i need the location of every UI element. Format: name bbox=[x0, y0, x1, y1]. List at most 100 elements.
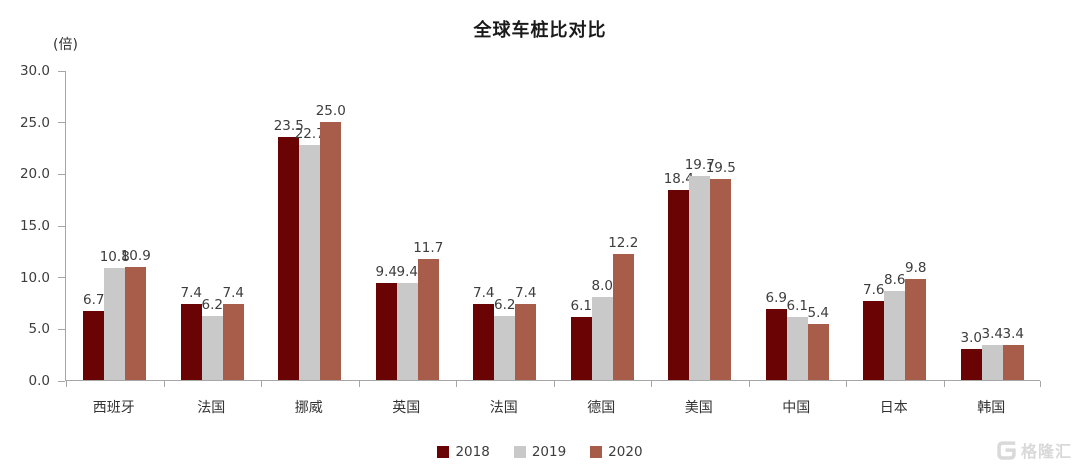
legend-label-2020: 2020 bbox=[608, 444, 643, 460]
x-axis-tick bbox=[1040, 381, 1041, 387]
bar-value-label: 6.1 bbox=[570, 297, 592, 314]
bar-value-label: 22.7 bbox=[294, 126, 325, 143]
bar-2019-c9 bbox=[981, 344, 1003, 380]
y-axis-tick-label: 20.0 bbox=[19, 166, 50, 183]
x-axis-category-label: 英国 bbox=[392, 400, 421, 416]
y-axis-tick-label: 5.0 bbox=[28, 321, 50, 338]
bar-2020-c5 bbox=[612, 253, 634, 380]
y-axis-tick bbox=[58, 380, 65, 382]
legend-label-2018: 2018 bbox=[455, 444, 490, 460]
bar-value-label: 10.8 bbox=[99, 249, 130, 266]
bar-value-label: 8.0 bbox=[591, 278, 613, 295]
x-axis-category-label: 西班牙 bbox=[92, 400, 135, 416]
bar-2018-c7 bbox=[765, 308, 787, 380]
bar-value-label: 19.7 bbox=[684, 157, 715, 174]
y-axis-tick bbox=[58, 225, 65, 227]
bar-value-label: 9.4 bbox=[375, 263, 397, 280]
bar-2020-c0 bbox=[125, 267, 147, 380]
legend-item-2020: 2020 bbox=[590, 444, 643, 460]
bar-2019-c7 bbox=[786, 316, 808, 380]
bar-2019-c8 bbox=[884, 291, 906, 380]
y-axis-tick bbox=[58, 328, 65, 330]
bar-2019-c4 bbox=[494, 315, 516, 380]
watermark: 格隆汇 bbox=[996, 438, 1072, 462]
y-axis-unit-label: (倍) bbox=[53, 37, 78, 53]
y-axis-tick bbox=[58, 122, 65, 124]
bar-2019-c2 bbox=[299, 145, 321, 380]
legend: 2018 2019 2020 bbox=[0, 444, 1080, 460]
bar-2020-c6 bbox=[710, 178, 732, 380]
y-axis-tick bbox=[58, 70, 65, 72]
bar-value-label: 6.1 bbox=[786, 297, 808, 314]
bar-2018-c0 bbox=[83, 310, 105, 380]
legend-swatch-2018 bbox=[437, 446, 450, 458]
bar-value-label: 11.7 bbox=[413, 240, 444, 257]
x-axis-tick bbox=[651, 381, 652, 387]
bar-2020-c3 bbox=[417, 259, 439, 380]
x-axis-category-label: 挪威 bbox=[294, 400, 323, 416]
bar-value-label: 3.4 bbox=[981, 325, 1003, 342]
bar-2018-c5 bbox=[570, 316, 592, 380]
bar-2018-c9 bbox=[960, 349, 982, 380]
y-axis-tick bbox=[58, 173, 65, 175]
legend-item-2018: 2018 bbox=[437, 444, 490, 460]
x-axis-tick bbox=[943, 381, 945, 387]
bar-value-label: 10.9 bbox=[120, 248, 151, 265]
bar-value-label: 6.2 bbox=[201, 296, 223, 313]
x-axis-category-label: 中国 bbox=[782, 400, 811, 416]
bar-value-label: 12.2 bbox=[608, 234, 639, 251]
bar-2019-c6 bbox=[689, 176, 711, 380]
x-axis-tick bbox=[358, 381, 360, 387]
bar-2019-c1 bbox=[201, 315, 223, 380]
legend-swatch-2020 bbox=[590, 446, 603, 458]
bar-value-label: 7.4 bbox=[473, 284, 495, 301]
bar-2019-c0 bbox=[104, 268, 126, 380]
bar-value-label: 18.4 bbox=[663, 170, 694, 187]
x-axis-labels: 西班牙 法国 挪威 英国 法国 德国 美国 中国 日本 韩国 bbox=[65, 397, 1040, 417]
x-axis-tick bbox=[553, 381, 555, 387]
bar-value-label: 9.8 bbox=[905, 259, 927, 276]
x-axis-category-label: 韩国 bbox=[977, 400, 1006, 416]
x-axis-tick bbox=[261, 381, 262, 387]
bar-value-label: 6.2 bbox=[494, 296, 516, 313]
x-axis-category-label: 法国 bbox=[489, 400, 518, 416]
y-axis-tick-label: 0.0 bbox=[28, 373, 50, 389]
bar-2020-c8 bbox=[905, 278, 927, 380]
bar-2020-c1 bbox=[222, 303, 244, 380]
bar-2018-c4 bbox=[473, 303, 495, 380]
y-axis-tick-label: 30.0 bbox=[19, 63, 50, 79]
x-axis-category-label: 美国 bbox=[684, 400, 713, 416]
gelonghui-logo-icon bbox=[997, 440, 1016, 460]
bar-2020-c7 bbox=[807, 324, 829, 380]
x-axis-category-label: 法国 bbox=[197, 400, 226, 416]
legend-swatch-2019 bbox=[513, 446, 526, 458]
bar-value-label: 25.0 bbox=[315, 102, 346, 119]
watermark-text: 格隆汇 bbox=[1020, 442, 1072, 461]
bar-2020-c9 bbox=[1002, 344, 1024, 380]
bar-value-label: 3.0 bbox=[960, 330, 982, 346]
x-axis-tick bbox=[748, 381, 750, 387]
legend-item-2019: 2019 bbox=[513, 444, 566, 460]
y-axis-tick-label: 15.0 bbox=[19, 218, 50, 234]
y-axis-tick-label: 25.0 bbox=[19, 114, 50, 131]
bar-2019-c3 bbox=[396, 282, 418, 380]
bar-value-label: 7.4 bbox=[180, 284, 202, 301]
bar-value-label: 3.4 bbox=[1002, 325, 1024, 342]
bar-value-label: 8.6 bbox=[884, 272, 906, 289]
bar-value-label: 7.6 bbox=[863, 282, 885, 299]
x-axis-tick bbox=[163, 381, 165, 387]
x-axis-category-label: 日本 bbox=[879, 400, 908, 416]
bar-2018-c2 bbox=[278, 137, 300, 380]
y-axis-tick bbox=[58, 277, 65, 279]
chart-title: 全球车桩比对比 bbox=[473, 20, 607, 41]
bar-value-label: 7.4 bbox=[515, 284, 537, 301]
bar-value-label: 5.4 bbox=[807, 305, 829, 322]
bar-2019-c5 bbox=[591, 297, 613, 380]
bar-2018-c3 bbox=[375, 282, 397, 380]
x-axis-tick bbox=[66, 381, 67, 387]
bar-2018-c1 bbox=[180, 303, 202, 380]
bar-2020-c4 bbox=[515, 303, 537, 380]
bar-value-label: 6.9 bbox=[765, 289, 787, 306]
bar-value-label: 9.4 bbox=[396, 263, 418, 280]
